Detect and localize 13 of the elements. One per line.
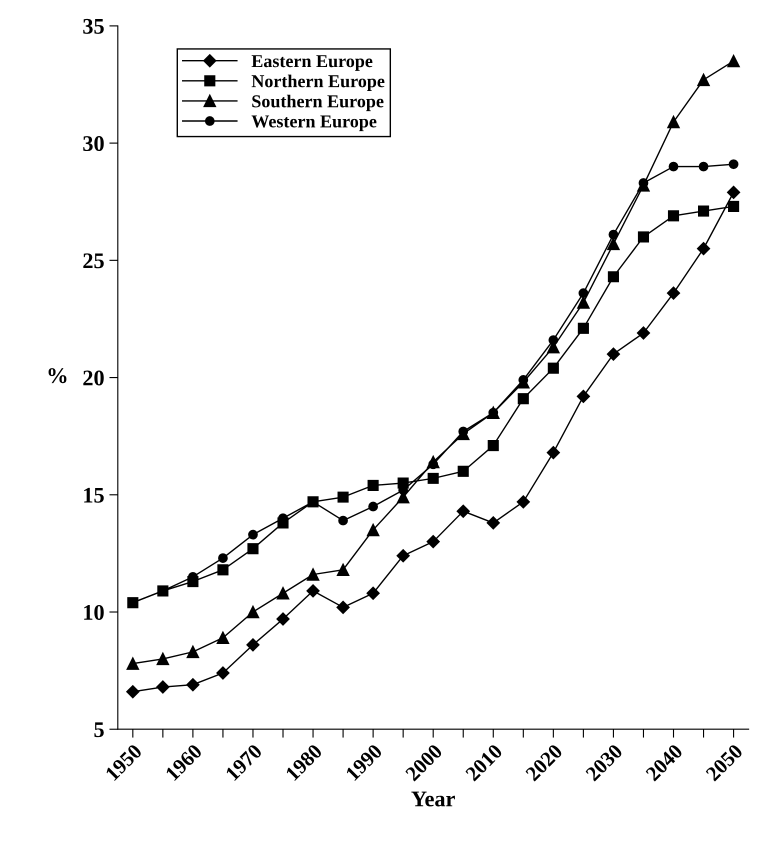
y-tick-label: 15 xyxy=(84,488,104,503)
legend-label: Southern Europe xyxy=(252,94,384,112)
y-tick-label: 35 xyxy=(83,18,104,34)
y-tick-label: 10 xyxy=(84,604,104,620)
y-tick-label: 20 xyxy=(83,370,104,386)
y-tick-label: 30 xyxy=(83,136,104,152)
y-axis-title: % xyxy=(48,368,66,384)
legend-label: Eastern Europe xyxy=(252,55,372,71)
y-tick-label: 25 xyxy=(83,253,104,268)
x-axis-title: Year xyxy=(411,792,455,806)
legend-label: Western Europe xyxy=(252,116,376,132)
y-tick-label: 5 xyxy=(94,722,104,738)
legend-label: Northern Europe xyxy=(252,74,384,91)
